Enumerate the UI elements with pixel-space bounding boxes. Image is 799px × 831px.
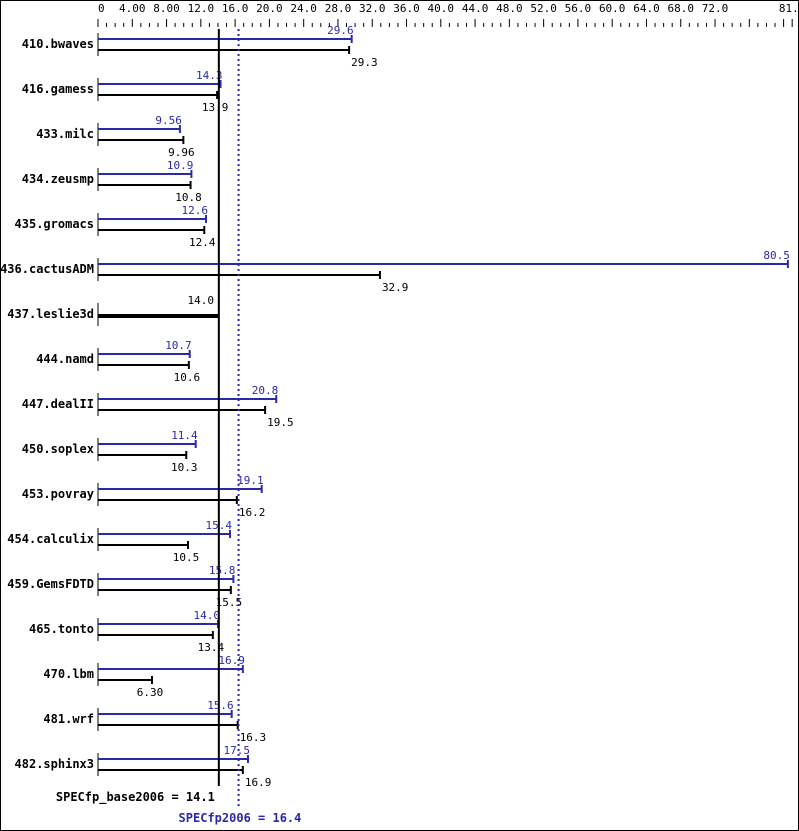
axis-tick-label: 60.0 [599, 2, 626, 15]
bar-peak-value: 80.5 [763, 249, 790, 262]
specfp-peak-summary: SPECfp2006 = 16.4 [179, 811, 302, 825]
axis-tick-label: 16.0 [222, 2, 249, 15]
bar-peak-value: 12.6 [181, 204, 208, 217]
bar-base-value: 32.9 [382, 281, 409, 294]
bar-peak-value: 19.1 [237, 474, 264, 487]
bar-base-value: 16.2 [239, 506, 265, 519]
axis-tick-label: 24.0 [290, 2, 317, 15]
axis-tick-label: 40.0 [428, 2, 455, 15]
benchmark-label: 433.milc [36, 127, 94, 141]
specfp-base-summary: SPECfp_base2006 = 14.1 [56, 790, 215, 805]
benchmark-label: 450.soplex [22, 442, 94, 456]
axis-tick-label: 8.00 [153, 2, 180, 15]
bar-base-value: 16.3 [240, 731, 266, 744]
benchmark-label: 434.zeusmp [22, 172, 94, 186]
axis-tick-label: 68.0 [668, 2, 695, 15]
axis-tick-label: 81.0 [779, 2, 798, 15]
benchmark-label: 465.tonto [29, 622, 94, 636]
axis-tick-label: 32.0 [359, 2, 386, 15]
axis-tick-label: 0 [98, 2, 105, 15]
bar-peak-value: 9.56 [155, 114, 182, 127]
bar-peak-value: 29.6 [327, 24, 354, 37]
benchmark-label: 470.lbm [43, 667, 94, 681]
bar-peak-value: 10.7 [165, 339, 192, 352]
benchmark-label: 435.gromacs [15, 217, 94, 231]
bar-base-value: 12.4 [189, 236, 216, 249]
axis-tick-label: 20.0 [256, 2, 283, 15]
axis-tick-label: 36.0 [393, 2, 420, 15]
bar-base-value: 15.5 [216, 596, 243, 609]
axis-tick-label: 52.0 [530, 2, 557, 15]
benchmark-label: 410.bwaves [22, 37, 94, 51]
bar-base-value: 9.96 [168, 146, 195, 159]
bar-base-value: 19.5 [267, 416, 294, 429]
benchmark-label: 482.sphinx3 [15, 757, 94, 771]
bar-base-value: 10.6 [174, 371, 201, 384]
benchmark-label: 459.GemsFDTD [7, 577, 94, 591]
bar-base-value: 29.3 [351, 56, 378, 69]
bar-peak-value: 17.5 [223, 744, 250, 757]
bar-peak-value: 15.6 [207, 699, 234, 712]
axis-tick-label: 72.0 [702, 2, 729, 15]
benchmark-label: 444.namd [36, 352, 94, 366]
bar-base-value: 10.5 [173, 551, 200, 564]
axis-tick-label: 4.00 [119, 2, 146, 15]
benchmark-label: 481.wrf [43, 712, 94, 726]
benchmark-label: 454.calculix [7, 532, 94, 546]
bar-peak-value: 14.3 [196, 69, 223, 82]
benchmark-label: 436.cactusADM [1, 262, 94, 276]
benchmark-label: 437.leslie3d [7, 307, 94, 321]
bar-base-value: 10.3 [171, 461, 198, 474]
axis-tick-label: 56.0 [565, 2, 592, 15]
axis-tick-label: 12.0 [188, 2, 215, 15]
axis-tick-label: 64.0 [633, 2, 660, 15]
axis-tick-label: 28.0 [325, 2, 352, 15]
bar-peak-value: 10.9 [167, 159, 194, 172]
bar-base-value: 13.9 [202, 101, 229, 114]
bar-peak-value: 20.8 [252, 384, 279, 397]
bar-peak-value: 11.4 [171, 429, 198, 442]
bar-base-value: 6.30 [137, 686, 164, 699]
bar-peak-value: 14.0 [193, 609, 220, 622]
bar-base-value: 14.0 [187, 294, 214, 307]
axis-tick-label: 44.0 [462, 2, 489, 15]
benchmark-label: 416.gamess [22, 82, 94, 96]
bar-peak-value: 15.8 [209, 564, 236, 577]
benchmark-label: 453.povray [22, 487, 94, 501]
bar-peak-value: 16.9 [218, 654, 245, 667]
bar-base-value: 16.9 [245, 776, 272, 789]
bar-base-value: 10.8 [175, 191, 202, 204]
bar-base-value: 13.4 [198, 641, 225, 654]
axis-tick-label: 48.0 [496, 2, 523, 15]
benchmark-label: 447.dealII [22, 397, 94, 411]
